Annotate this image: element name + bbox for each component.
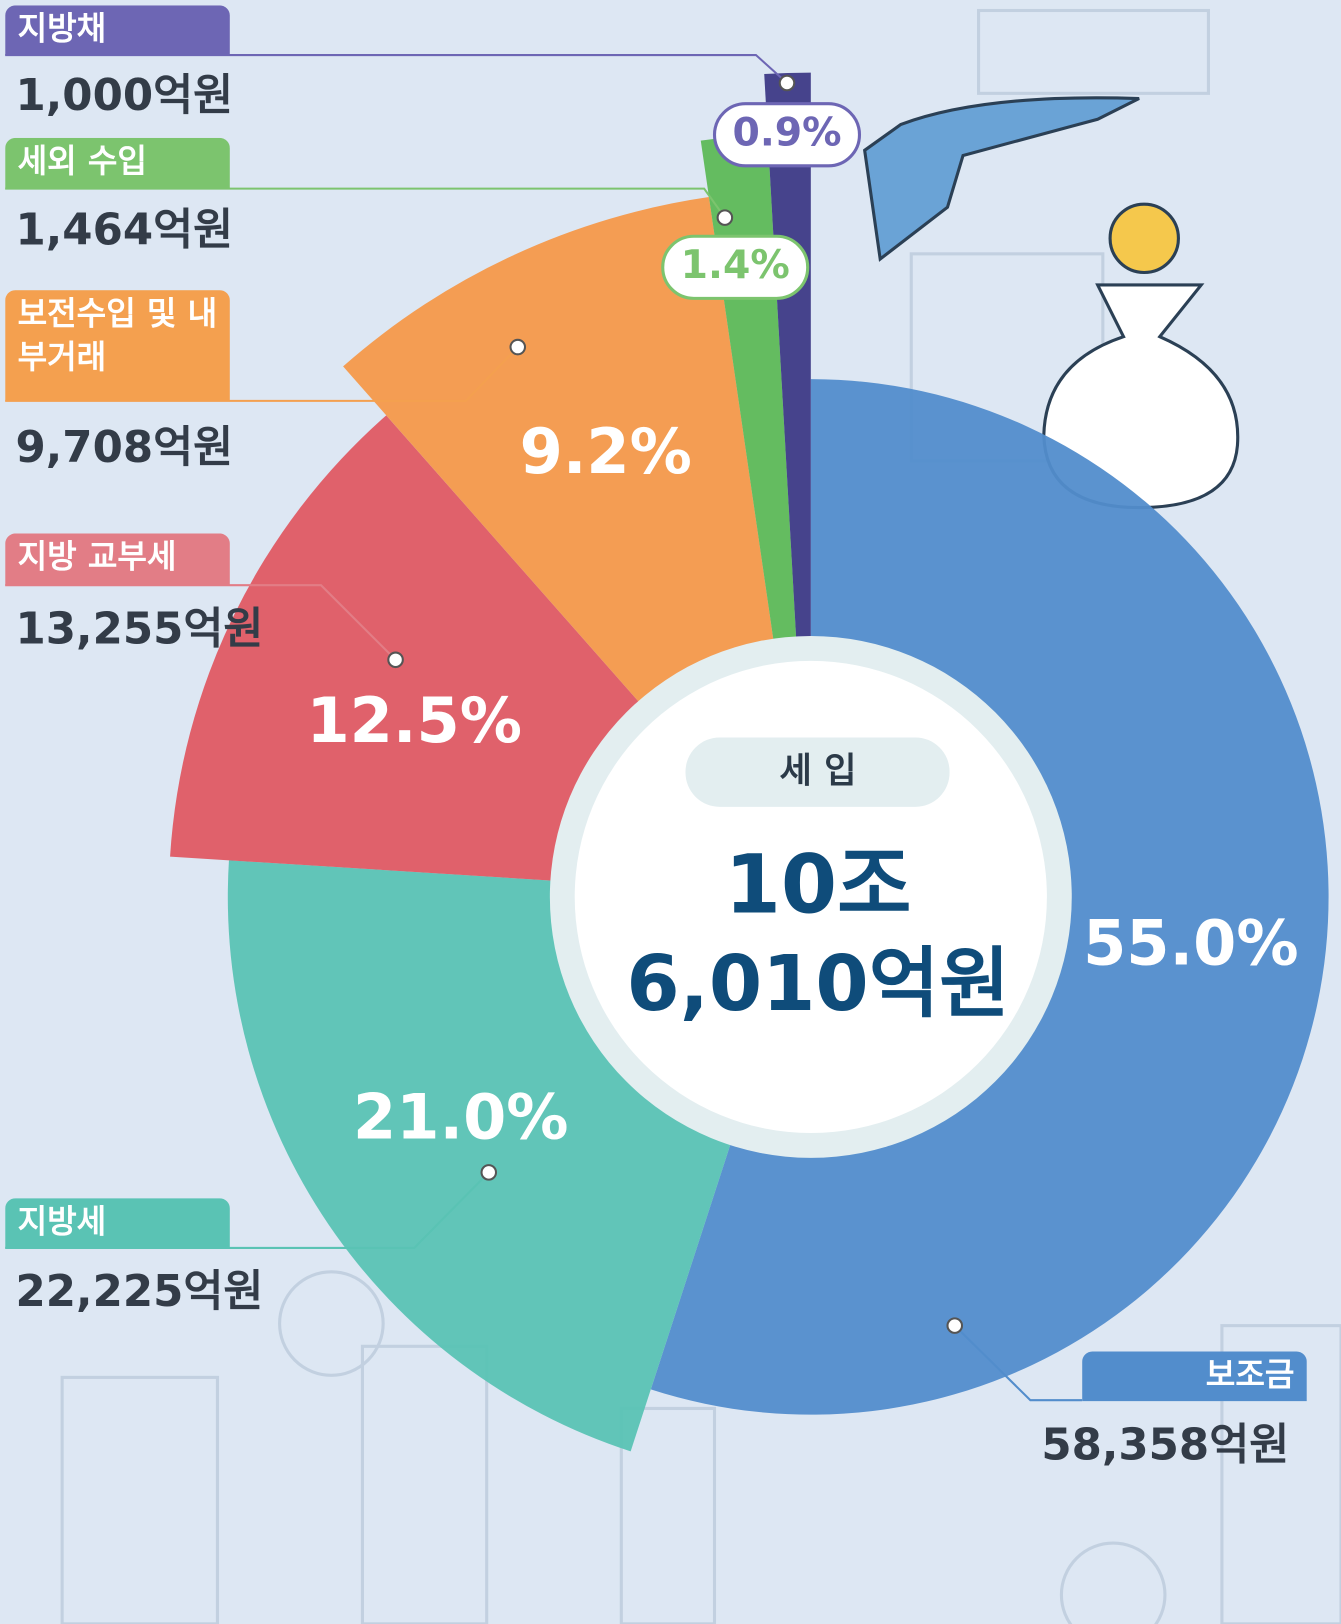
legend-tag: 지방 교부세 [5,533,230,586]
legend-label: 보전수입 및 내부거래 [5,290,230,401]
value-label: 55.0% [1083,907,1299,980]
leader-dot [946,1317,964,1334]
amount-label: 1,000억원 [16,71,234,121]
center-title: 세 입 [780,751,857,792]
amount-label: 13,255억원 [16,604,264,654]
legend-tag: 보전수입 및 내부거래 [5,290,230,401]
value-label: 12.5% [306,684,522,757]
leader-dot [716,209,734,226]
leader-line [5,346,519,402]
value-label: 9.2% [520,415,692,488]
legend-label: 보조금 [1082,1351,1307,1402]
center-value: 10조 [725,839,912,933]
leader-line [954,1324,1083,1402]
legend-label: 지방세 [5,1198,230,1248]
leader-line [5,53,788,84]
legend-tag: 지방세 [5,1198,230,1248]
legend-label: 세외 수입 [5,137,230,189]
leader-line [5,187,726,219]
legend-tag: 지방채 [5,5,230,56]
center-pill [685,737,950,807]
value-label: 0.9% [732,109,841,155]
value-pill [661,234,810,300]
legend-tag: 보조금 [1082,1351,1307,1402]
value-pill [712,102,862,168]
leader-line [5,1171,490,1249]
amount-label: 9,708억원 [16,423,234,473]
leader-dot [778,74,796,92]
leader-dot [480,1164,498,1181]
leader-dot [387,651,404,669]
legend-label: 지방 교부세 [5,533,230,586]
leader-line [5,584,397,661]
amount-label: 58,358억원 [1041,1420,1289,1470]
amount-label: 22,225억원 [16,1267,264,1317]
labels: 보조금 58,358억원 55.0% 지방세 22,225억원 21.0% 지방 교부세 13… [5,5,1307,1470]
value-label: 21.0% [353,1081,569,1154]
amount-label: 1,464억원 [16,206,234,256]
legend-label: 지방채 [5,5,230,56]
center-value: 6,010억원 [626,940,1009,1029]
leader-dot [509,338,527,356]
value-label: 1.4% [681,242,790,288]
legend-tag: 세외 수입 [5,137,230,189]
